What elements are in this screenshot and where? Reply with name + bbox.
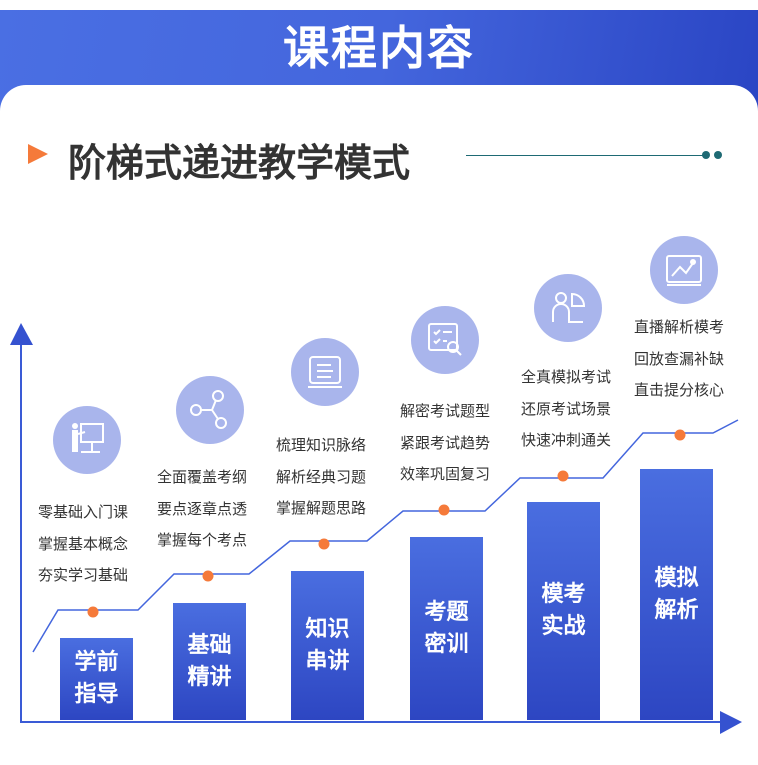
step-bar: 模考实战 xyxy=(527,502,600,720)
step-description: 全面覆盖考纲 要点逐章点透 掌握每个考点 xyxy=(157,462,247,557)
description-line: 效率巩固复习 xyxy=(400,465,491,483)
step-bar: 模拟解析 xyxy=(640,469,713,720)
presentation-icon xyxy=(53,406,121,474)
description-line: 夯实学习基础 xyxy=(38,566,129,584)
step-dot xyxy=(674,429,686,441)
description-line: 紧跟考试趋势 xyxy=(400,433,491,452)
step-label: 学前指导 xyxy=(74,650,119,707)
step-label: 模考实战 xyxy=(541,582,586,639)
description-line: 直击提分核心 xyxy=(634,381,725,399)
page-title: 课程内容 xyxy=(283,21,475,75)
progress-line xyxy=(32,419,739,653)
checklist-search-icon xyxy=(411,306,479,374)
step-dot xyxy=(318,538,330,550)
step-label: 知识串讲 xyxy=(305,616,350,674)
description-line: 梳理知识脉络 xyxy=(276,436,367,454)
description-line: 掌握基本概念 xyxy=(38,534,129,553)
description-line: 快速冲刺通关 xyxy=(521,431,612,449)
step-dot xyxy=(438,504,450,516)
section-title: 阶梯式递进教学模式 xyxy=(68,141,411,185)
description-line: 掌握解题思路 xyxy=(276,499,367,517)
step-description: 梳理知识脉络 解析经典习题 掌握解题思路 xyxy=(276,430,366,525)
description-line: 全真模拟考试 xyxy=(521,368,612,386)
step-description: 直播解析模考 回放查漏补缺 直击提分核心 xyxy=(634,312,724,407)
y-axis-arrow-icon xyxy=(10,323,33,345)
description-line: 解密考试题型 xyxy=(400,402,491,420)
share-nodes-icon xyxy=(176,376,244,444)
description-line: 全面覆盖考纲 xyxy=(157,468,248,486)
step-description: 解密考试题型 紧跟考试趋势 效率巩固复习 xyxy=(400,396,490,491)
line-chart-icon xyxy=(650,236,718,304)
step-label: 基础精讲 xyxy=(187,632,232,690)
step-bar: 基础精讲 xyxy=(173,603,246,720)
step-label: 模拟解析 xyxy=(654,565,699,623)
description-line: 还原考试场景 xyxy=(521,399,612,418)
step-dot xyxy=(202,570,214,582)
description-line: 掌握每个考点 xyxy=(157,531,248,549)
step-dot xyxy=(87,606,99,618)
step-description: 零基础入门课 掌握基本概念 夯实学习基础 xyxy=(38,497,128,592)
x-axis-arrow-icon xyxy=(720,711,742,734)
step-bar: 知识串讲 xyxy=(291,571,364,720)
description-line: 要点逐章点透 xyxy=(157,499,248,518)
document-screen-icon xyxy=(291,338,359,406)
divider-dot xyxy=(714,151,722,159)
divider-dot xyxy=(702,151,710,159)
step-description: 全真模拟考试 还原考试场景 快速冲刺通关 xyxy=(521,362,611,457)
description-line: 零基础入门课 xyxy=(38,503,129,521)
step-label: 考题密训 xyxy=(424,599,469,657)
step-bar: 考题密训 xyxy=(410,537,483,720)
triangle-bullet-icon xyxy=(28,144,48,164)
step-bar: 学前指导 xyxy=(60,638,133,720)
divider-line xyxy=(466,155,704,156)
step-dot xyxy=(557,470,569,482)
description-line: 回放查漏补缺 xyxy=(634,349,725,368)
description-line: 直播解析模考 xyxy=(634,318,725,336)
description-line: 解析经典习题 xyxy=(276,467,367,486)
user-chart-icon xyxy=(534,274,602,342)
